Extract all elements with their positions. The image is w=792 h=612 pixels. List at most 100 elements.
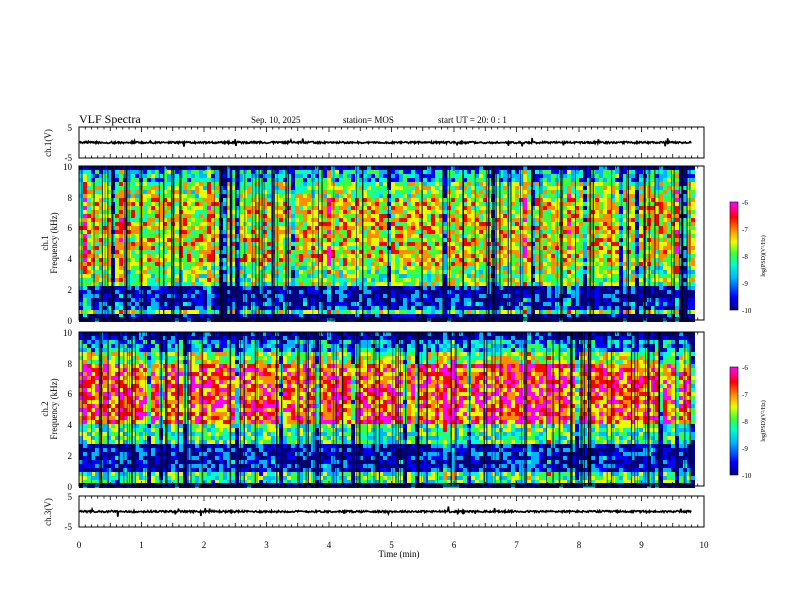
spectrogram-cell <box>399 198 403 202</box>
spectrogram-cell <box>343 206 347 210</box>
spectrogram-cell <box>323 174 327 178</box>
spectrogram-cell <box>163 202 167 206</box>
spectrogram-cell <box>147 278 151 282</box>
spectrogram-cell <box>211 306 215 310</box>
spectrogram-cell <box>199 190 203 194</box>
spectrogram-cell <box>263 266 267 270</box>
spectrogram-cell <box>215 266 219 270</box>
spectrogram-cell <box>399 290 403 294</box>
spectrogram-cell <box>407 190 411 194</box>
spectrogram-cell <box>359 226 363 230</box>
spectrogram-cell <box>463 298 467 302</box>
spectrogram-cell <box>327 226 331 230</box>
spectrogram-cell <box>399 314 403 318</box>
spectrogram-cell <box>339 234 343 238</box>
spectrogram-cell <box>255 262 259 266</box>
spectrogram-cell <box>203 230 207 234</box>
spectrogram-cell <box>323 166 327 170</box>
spectrogram-cell <box>99 198 103 202</box>
spectrogram-cell <box>351 230 355 234</box>
spectrogram-cell <box>203 210 207 214</box>
spectrogram-cell <box>563 230 567 234</box>
spectrogram-cell <box>343 226 347 230</box>
spectrogram-cell <box>247 250 251 254</box>
spectrogram-cell <box>367 302 371 306</box>
spectrogram-cell <box>547 186 551 190</box>
spectrogram-cell <box>375 274 379 278</box>
spectrogram-cell <box>471 254 475 258</box>
spectrogram-cell <box>187 182 191 186</box>
spectrogram-cell <box>439 230 443 234</box>
spectrogram-cell <box>199 266 203 270</box>
spectrogram-cell <box>239 178 243 182</box>
spectrogram-cell <box>87 278 91 282</box>
spectrogram-cell <box>431 278 435 282</box>
spectrogram-cell <box>455 190 459 194</box>
spectrogram-cell <box>195 306 199 310</box>
spectrogram-cell <box>215 174 219 178</box>
spectrogram-cell <box>551 178 555 182</box>
spectrogram-cell <box>499 214 503 218</box>
spectrogram-cell <box>155 306 159 310</box>
spectrogram-cell <box>479 238 483 242</box>
spectrogram-cell <box>547 174 551 178</box>
spectrogram-cell <box>455 170 459 174</box>
spectrogram-cell <box>295 202 299 206</box>
spectrogram-cell <box>235 230 239 234</box>
spectrogram-cell <box>191 298 195 302</box>
spectrogram-cell <box>251 310 255 314</box>
spectrogram-cell <box>155 242 159 246</box>
spectrogram-cell <box>451 198 455 202</box>
spectrogram-cell <box>471 186 475 190</box>
spectrogram-cell <box>143 226 147 230</box>
spectrogram-cell <box>343 194 347 198</box>
spectrogram-cell <box>375 182 379 186</box>
spectrogram-cell <box>163 302 167 306</box>
spectrogram-cell <box>191 282 195 286</box>
spectrogram-cell <box>531 230 535 234</box>
spectrogram-cell <box>423 190 427 194</box>
spectrogram-cell <box>527 206 531 210</box>
spectrogram-cell <box>115 246 119 250</box>
spectrogram-cell <box>263 210 267 214</box>
spectrogram-cell <box>483 222 487 226</box>
spectrogram-cell <box>511 254 515 258</box>
spectrogram-cell <box>151 290 155 294</box>
spectrogram-cell <box>399 166 403 170</box>
spectrogram-cell <box>207 246 211 250</box>
spectrogram-cell <box>527 210 531 214</box>
spectrogram-cell <box>455 250 459 254</box>
spectrogram-cell <box>335 246 339 250</box>
spectrogram-cell <box>391 294 395 298</box>
spectrogram-cell <box>563 266 567 270</box>
spectrogram-cell <box>155 298 159 302</box>
spectrogram-cell <box>175 270 179 274</box>
spectrogram-cell <box>151 194 155 198</box>
spectrogram-cell <box>115 234 119 238</box>
spectrogram-cell <box>95 226 99 230</box>
spectrogram-cell <box>407 310 411 314</box>
spectrogram-cell <box>115 274 119 278</box>
spectrogram-cell <box>235 250 239 254</box>
spectrogram-cell <box>351 246 355 250</box>
spectrogram-cell <box>419 282 423 286</box>
spectrogram-cell <box>263 170 267 174</box>
spectrogram-cell <box>431 206 435 210</box>
spectrogram-cell <box>547 194 551 198</box>
spectrogram-cell <box>379 242 383 246</box>
spectrogram-cell <box>419 258 423 262</box>
spectrogram-cell <box>459 174 463 178</box>
spectrogram-cell <box>423 182 427 186</box>
spectrogram-cell <box>83 254 87 258</box>
spectrogram-cell <box>355 178 359 182</box>
spectrogram-cell <box>99 254 103 258</box>
spectrogram-cell <box>519 270 523 274</box>
spectrogram-cell <box>135 198 139 202</box>
spectrogram-cell <box>451 242 455 246</box>
spectrogram-cell <box>259 206 263 210</box>
spectrogram-cell <box>463 198 467 202</box>
spectrogram-cell <box>299 302 303 306</box>
spectrogram-cell <box>291 182 295 186</box>
spectrogram-cell <box>539 218 543 222</box>
spectrogram-cell <box>459 262 463 266</box>
